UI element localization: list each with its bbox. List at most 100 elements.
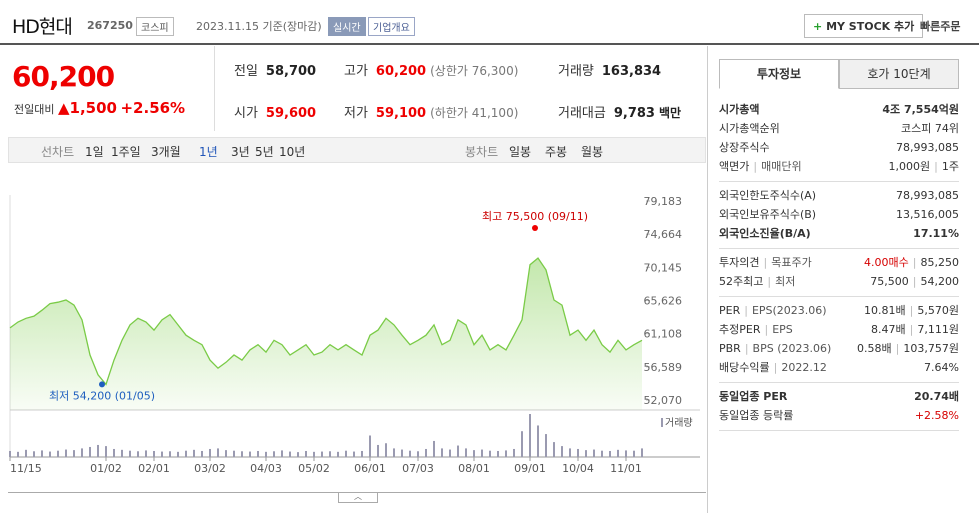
- info-label: 액면가 | 매매단위: [719, 157, 802, 176]
- info-label-part: 액면가: [719, 160, 750, 173]
- volume-bar: [329, 451, 331, 457]
- period-tab[interactable]: 3년: [231, 145, 250, 159]
- info-value: 4조 7,554억원: [882, 100, 959, 119]
- info-value: 78,993,085: [896, 186, 959, 205]
- volume-bar: [585, 450, 587, 457]
- y-tick-label: 79,183: [644, 195, 683, 208]
- info-tabs: 투자정보 호가 10단계: [719, 59, 959, 89]
- realtime-button[interactable]: 실시간: [328, 17, 366, 36]
- market-badge: 코스피: [136, 17, 174, 36]
- y-tick-label: 65,626: [644, 295, 683, 308]
- change: 전일대비 ▲1,500 +2.56%: [14, 99, 185, 117]
- separator: |: [744, 342, 749, 355]
- quote-value: 60,200: [375, 64, 427, 79]
- overview-button[interactable]: 기업개요: [368, 17, 415, 36]
- volume-legend-swatch: [661, 418, 663, 427]
- info-value-part: 103,757원: [903, 342, 959, 355]
- info-label: 동일업종 PER: [719, 387, 787, 406]
- quote-item: 저가 59,100 (하한가 41,100): [344, 102, 518, 121]
- info-row: 투자의견 | 목표주가 4.00매수 | 85,250: [719, 253, 959, 272]
- volume-bar: [369, 435, 371, 457]
- info-row: 52주최고 | 최저 75,500 | 54,200: [719, 272, 959, 291]
- separator: |: [744, 304, 748, 317]
- mystock-button[interactable]: + MY STOCK 추가: [804, 14, 924, 38]
- period-tab[interactable]: 1주일: [111, 145, 141, 159]
- quote-value: 9,783: [613, 106, 655, 121]
- quote-label: 거래대금: [558, 106, 606, 121]
- info-value: 17.11%: [913, 224, 959, 243]
- volume-bar: [337, 451, 339, 457]
- volume-bar: [97, 444, 99, 457]
- info-value-part: 10.81배: [864, 304, 906, 317]
- x-tick-label: 05/02: [298, 462, 330, 475]
- info-value-part: 5,570원: [917, 304, 959, 317]
- volume-bar: [129, 450, 131, 457]
- period-tab[interactable]: 3개월: [151, 145, 181, 159]
- info-label: PBR | BPS (2023.06): [719, 339, 831, 358]
- info-row: 외국인소진율(B/A) 17.11%: [719, 224, 959, 243]
- toggle-button[interactable]: ︿: [338, 493, 378, 503]
- info-value-part: 7,111원: [917, 323, 959, 336]
- change-value: 1,500: [69, 99, 117, 117]
- info-value-part: 4.00매수: [864, 256, 909, 269]
- info-label: 외국인보유주식수(B): [719, 205, 816, 224]
- info-value: 7.64%: [924, 358, 959, 377]
- volume-bar: [545, 434, 547, 457]
- volume-bar: [641, 448, 643, 457]
- low-label: 최저 54,200 (01/05): [49, 389, 155, 402]
- volume-bar: [249, 451, 251, 457]
- info-value-part: 54,200: [920, 275, 960, 288]
- info-value-part: 13,516,005: [896, 208, 959, 221]
- quote-label: 시가: [234, 106, 258, 121]
- volume-bar: [265, 451, 267, 457]
- volume-bar: [537, 425, 539, 457]
- info-value: 4.00매수 | 85,250: [864, 253, 959, 272]
- volume-bar: [33, 451, 35, 457]
- volume-bar: [433, 440, 435, 457]
- period-tab[interactable]: 5년: [255, 145, 274, 159]
- volume-bar: [121, 449, 123, 457]
- tab-label: 선차트: [41, 145, 75, 159]
- volume-bar: [105, 446, 107, 457]
- separator: |: [912, 256, 917, 269]
- info-row: 상장주식수 78,993,085: [719, 138, 959, 157]
- volume-bar: [137, 451, 139, 457]
- volume-bar: [233, 450, 235, 457]
- candle-tab[interactable]: 주봉: [545, 145, 568, 159]
- info-tab[interactable]: 투자정보: [719, 59, 839, 89]
- volume-bar: [313, 451, 315, 457]
- info-label: 투자의견 | 목표주가: [719, 253, 812, 272]
- volume-bar: [449, 449, 451, 457]
- up-icon: ▲: [57, 99, 70, 117]
- separator: |: [909, 323, 914, 336]
- period-tab[interactable]: 1년: [199, 145, 218, 159]
- period-tab[interactable]: 10년: [279, 145, 306, 159]
- info-value-part: 75,500: [870, 275, 909, 288]
- quote-item: 전일 58,700: [234, 60, 316, 79]
- volume-bar: [201, 450, 203, 457]
- info-value-part: 8.47배: [871, 323, 906, 336]
- info-tab[interactable]: 호가 10단계: [839, 59, 959, 89]
- volume-bar: [353, 451, 355, 457]
- x-tick-label: 10/04: [562, 462, 594, 475]
- volume-bar: [601, 450, 603, 457]
- x-tick-label: 09/01: [514, 462, 546, 475]
- volume-bar: [441, 448, 443, 457]
- candle-tab[interactable]: 월봉: [581, 145, 604, 159]
- y-tick-label: 61,108: [644, 328, 683, 341]
- period-tab[interactable]: 1일: [85, 145, 104, 159]
- candle-tab[interactable]: 일봉: [509, 145, 532, 159]
- info-label-part: 상장주식수: [719, 141, 770, 154]
- high-marker: [532, 225, 538, 232]
- x-tick-label: 06/01: [354, 462, 386, 475]
- x-tick-label: 07/03: [402, 462, 434, 475]
- info-group: 투자의견 | 목표주가 4.00매수 | 85,250 52주최고 | 최저 75,500 | 54,…: [719, 249, 959, 297]
- volume-bar: [209, 448, 211, 457]
- quick-order[interactable]: 빠른주문: [920, 20, 961, 33]
- info-value: 20.74배: [914, 387, 959, 406]
- change-label: 전일대비: [14, 103, 55, 116]
- volume-bar: [153, 450, 155, 457]
- volume-bar: [25, 449, 27, 457]
- volume-bar: [89, 446, 91, 457]
- volume-bar: [81, 448, 83, 457]
